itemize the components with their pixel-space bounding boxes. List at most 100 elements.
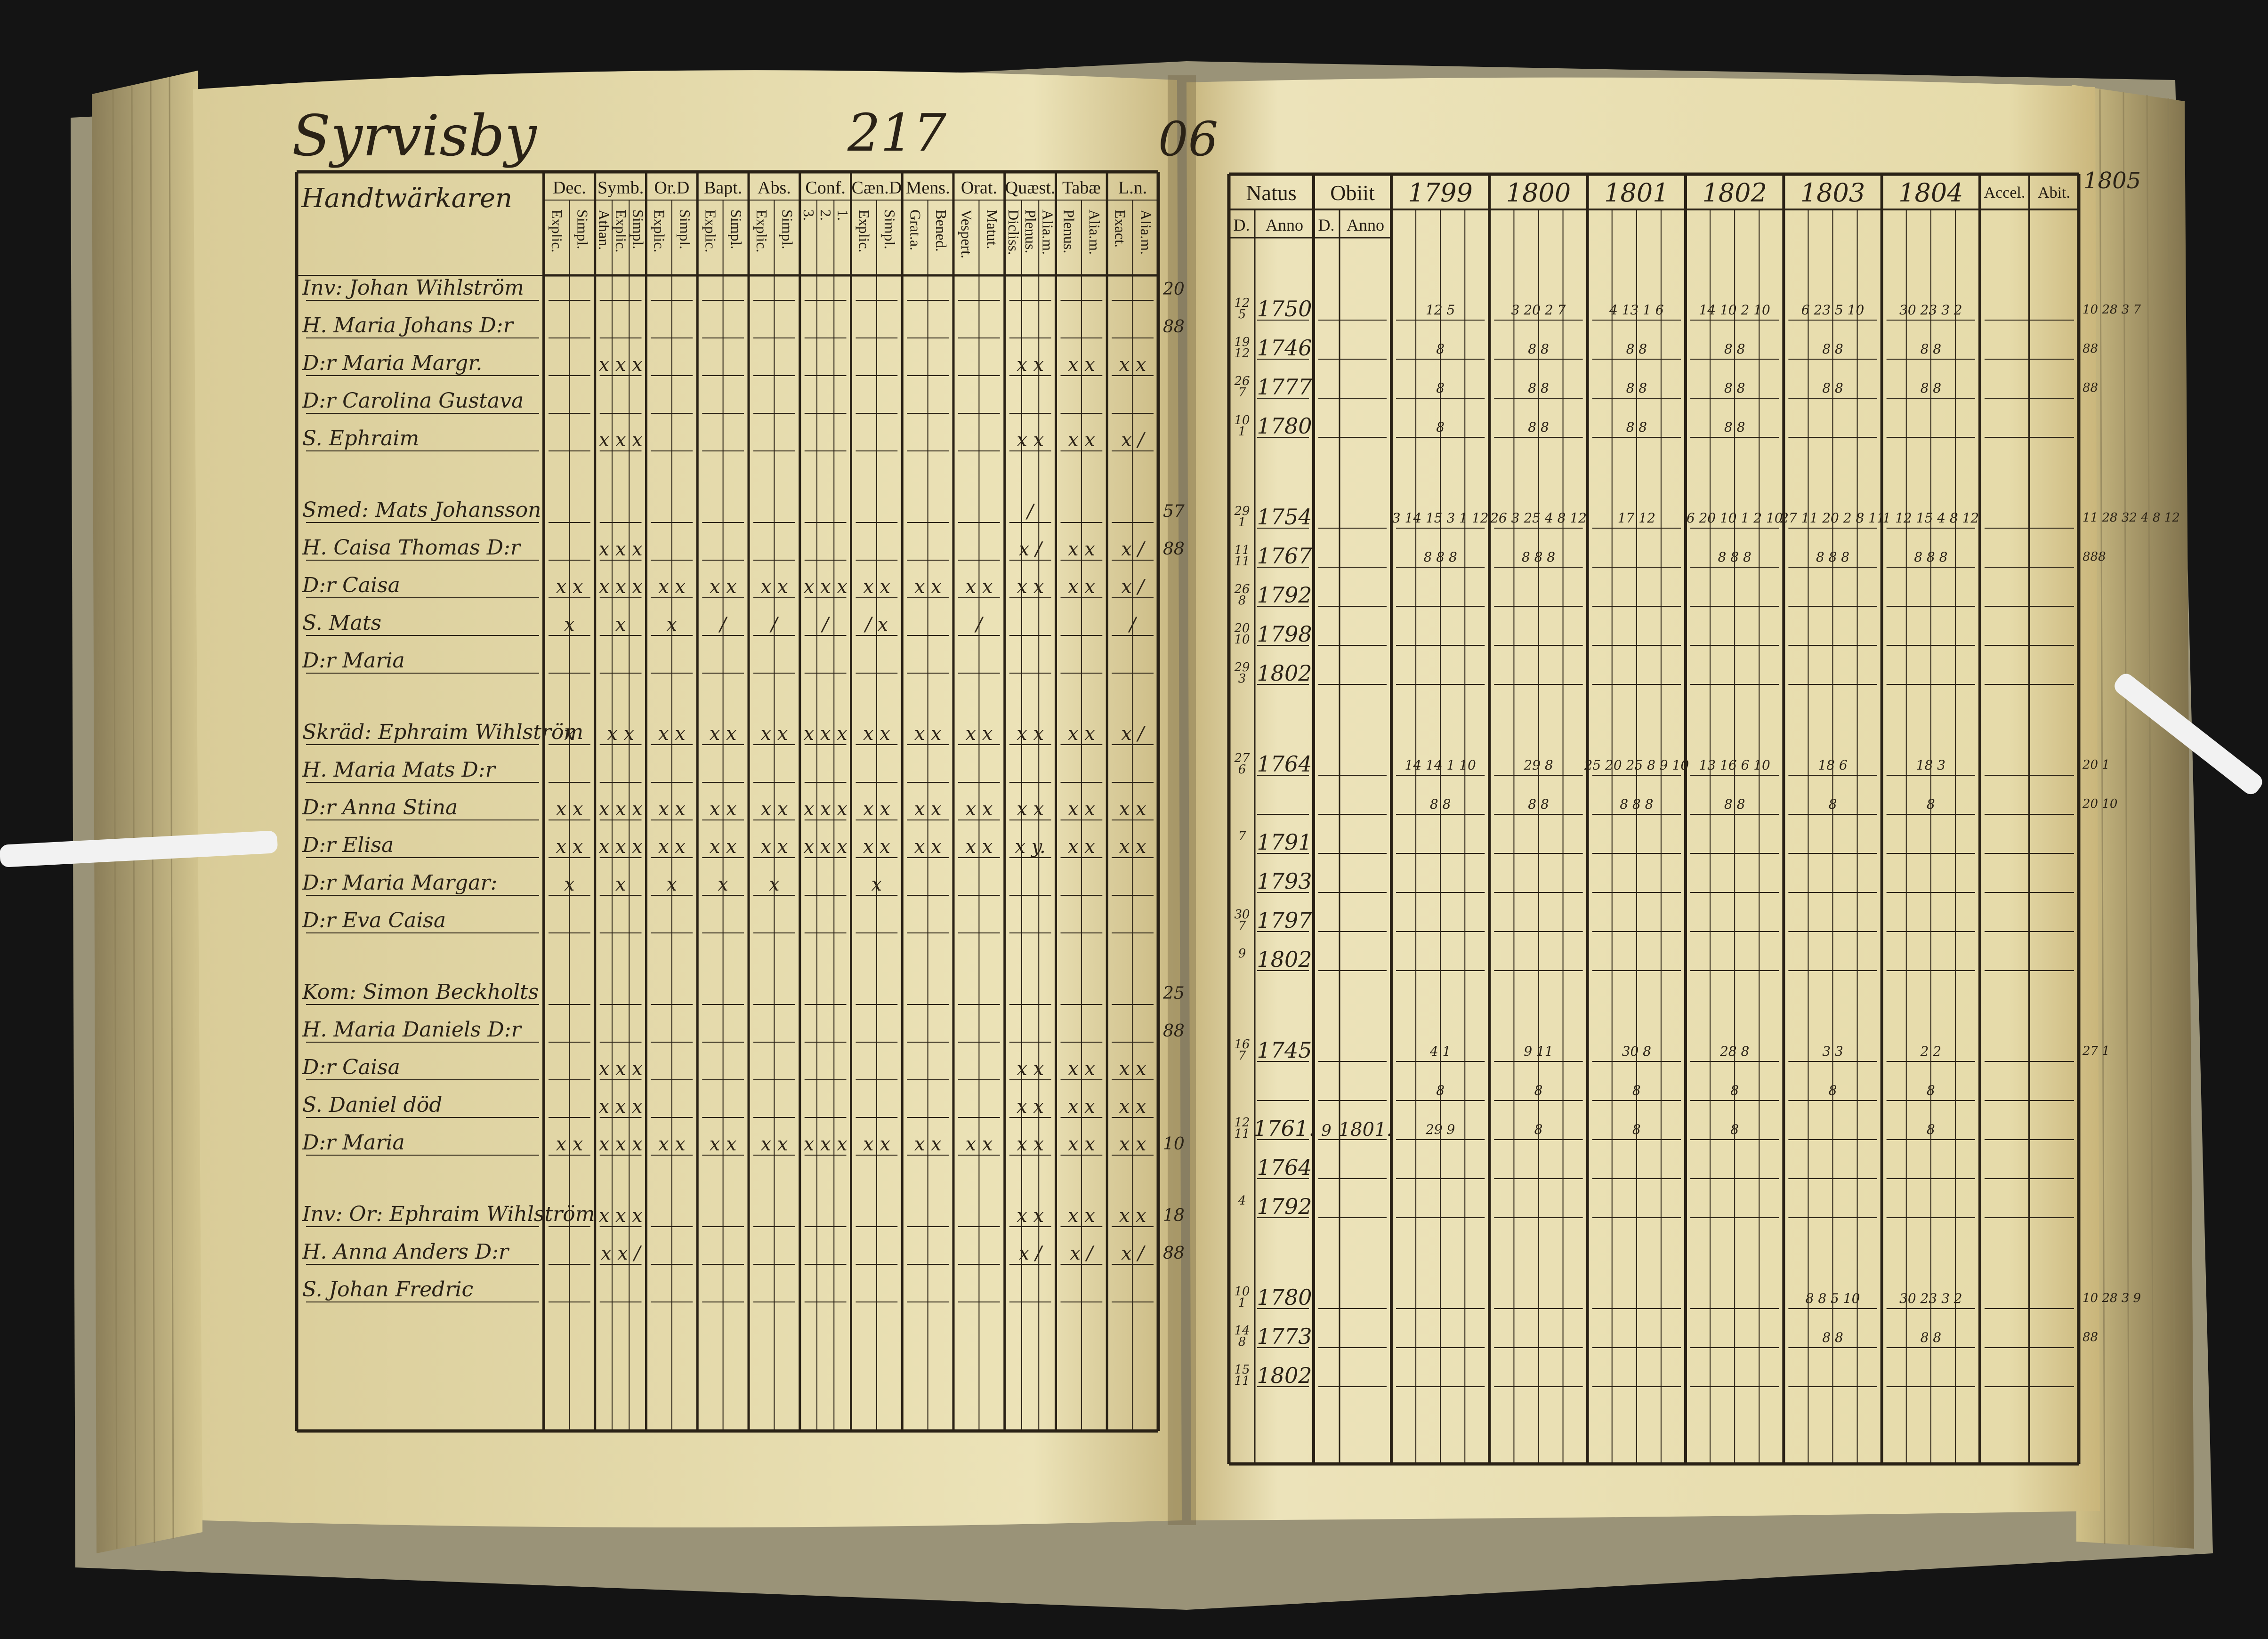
row-name: D:r Eva Caisa <box>302 908 446 932</box>
year-note: 8 8 <box>1626 419 1647 435</box>
column-subheader: Simpl. <box>881 209 898 249</box>
abit-header: Abit. <box>2038 184 2070 201</box>
row-mark: x x <box>965 723 993 745</box>
row-mark: x x <box>658 576 686 598</box>
row-mark: x / <box>1019 1243 1043 1264</box>
natus-year: 1746 <box>1257 335 1312 361</box>
right-margin-note: 10 28 3 9 <box>2082 1291 2141 1305</box>
natus-year: 1802 <box>1257 660 1312 686</box>
row-mark: x x x <box>599 1058 643 1080</box>
row-mark: x x x <box>599 538 643 560</box>
row-margin-note: 57 <box>1163 502 1185 521</box>
row-name: H. Maria Mats D:r <box>302 758 497 782</box>
natus-anno-header: Anno <box>1266 216 1303 234</box>
year-header: 1801 <box>1604 178 1669 208</box>
column-subheader: Explic. <box>702 209 719 253</box>
right-margin-note: 88 <box>2082 381 2098 395</box>
year-note: 8 8 <box>1626 380 1647 396</box>
row-name: S. Mats <box>302 611 381 635</box>
column-header: Quæst. <box>1005 178 1056 198</box>
row-mark: x x <box>710 576 737 598</box>
row-name: S. Ephraim <box>302 426 419 450</box>
year-note: 8 8 8 <box>1620 796 1653 812</box>
row-margin-note: 88 <box>1163 1021 1185 1041</box>
row-mark: x x <box>760 836 788 858</box>
column-subheader: Bened. <box>933 209 950 252</box>
row-name: D:r Carolina Gustava <box>302 389 524 413</box>
column-subheader: Simpl. <box>574 209 591 249</box>
row-name: Inv: Or: Ephraim Wihlström <box>302 1202 595 1226</box>
row-mark: x <box>615 874 626 895</box>
year-header: 1804 <box>1898 178 1963 208</box>
row-mark: x x <box>607 723 634 745</box>
year-note: 9 11 <box>1524 1044 1553 1059</box>
year-note: 8 8 <box>1626 341 1647 357</box>
row-mark: x / <box>1019 538 1043 560</box>
right-margin-note: 20 10 <box>2082 797 2117 811</box>
row-mark: x x x <box>804 1133 847 1155</box>
row-mark: x x <box>658 798 686 820</box>
row-mark: x / <box>1121 1243 1146 1264</box>
year-note: 13 16 6 10 <box>1699 757 1770 773</box>
year-note: 18 3 <box>1916 757 1945 773</box>
row-mark: x x <box>658 723 686 745</box>
row-mark: x x x <box>804 723 847 745</box>
natus-month: 11 <box>1234 554 1250 569</box>
natus-day: 11 <box>1234 543 1250 557</box>
natus-day: 30 <box>1234 908 1250 922</box>
row-mark: x x <box>1017 429 1044 451</box>
natus-year: 1798 <box>1257 621 1312 647</box>
year-note: 8 8 <box>1921 341 1942 357</box>
row-mark: x x <box>1068 1133 1095 1155</box>
row-mark: x x <box>710 723 737 745</box>
natus-day: 7 <box>1238 829 1246 844</box>
natus-year: 1767 <box>1257 543 1312 569</box>
natus-month: 12 <box>1234 346 1250 361</box>
year-note: 8 8 <box>1528 341 1549 357</box>
column-header: Symb. <box>597 178 644 198</box>
row-mark: x x <box>1068 354 1095 376</box>
column-subheader: Athan. <box>596 209 613 250</box>
year-note: 29 8 <box>1523 757 1553 773</box>
year-note: 8 <box>1927 796 1935 812</box>
row-mark: x x <box>1068 836 1095 858</box>
row-mark: x x <box>658 836 686 858</box>
column-header: Mens. <box>906 178 950 198</box>
natus-year: 1750 <box>1257 296 1312 321</box>
right-margin-note: 27 1 <box>2082 1044 2110 1058</box>
natus-day: 12 <box>1234 296 1250 310</box>
column-subheader: Dicliss. <box>1005 209 1022 255</box>
row-mark: x x <box>965 576 993 598</box>
year-note: 8 8 <box>1430 796 1451 812</box>
row-mark: x <box>564 723 575 745</box>
year-note: 8 <box>1436 419 1445 435</box>
natus-year: 1745 <box>1257 1037 1312 1063</box>
row-name: H. Maria Johans D:r <box>302 313 515 337</box>
natus-day: 12 <box>1234 1116 1250 1130</box>
row-mark: x x x <box>599 354 643 376</box>
column-subheader: Explic. <box>549 209 565 253</box>
row-name: D:r Maria <box>302 1131 405 1155</box>
row-mark: / <box>820 614 830 635</box>
natus-month: 10 <box>1234 633 1250 647</box>
row-mark: x x <box>710 798 737 820</box>
page-number-left: 217 <box>847 103 946 163</box>
column-subheader: Grat.a. <box>907 209 924 250</box>
year-note: 8 8 8 <box>1914 549 1947 565</box>
year-note: 27 11 20 2 8 11 <box>1780 510 1885 526</box>
row-mark: x x <box>1017 354 1044 376</box>
row-mark: x x x <box>599 1096 643 1117</box>
row-name: D:r Caisa <box>302 573 400 597</box>
row-mark: x x <box>1119 1133 1146 1155</box>
natus-day: 15 <box>1234 1363 1250 1377</box>
year-note: 8 <box>1730 1083 1739 1098</box>
natus-year: 1797 <box>1257 908 1312 933</box>
year-note: 8 <box>1534 1083 1543 1098</box>
column-header: Orat. <box>961 178 997 198</box>
year-note: 8 <box>1829 796 1837 812</box>
natus-day: 14 <box>1234 1324 1250 1338</box>
year-note: 30 23 3 2 <box>1899 1291 1962 1306</box>
year-note: 30 8 <box>1622 1044 1651 1059</box>
natus-day: 4 <box>1238 1194 1246 1208</box>
